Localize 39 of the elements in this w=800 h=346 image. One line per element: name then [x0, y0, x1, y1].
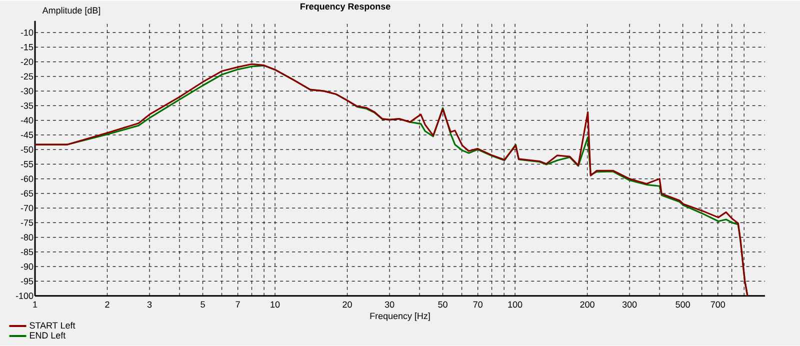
x-tick-label: 5 — [200, 301, 205, 308]
x-tick-label: 20 — [342, 301, 352, 308]
y-tick-label: -60 — [20, 176, 34, 182]
x-tick-label: 300 — [622, 301, 637, 308]
y-tick-label: -25 — [20, 73, 34, 80]
y-tick-label: -95 — [20, 278, 34, 284]
y-tick-label: -75 — [20, 220, 34, 226]
x-tick-label: 100 — [508, 301, 522, 308]
y-tick-label: -45 — [20, 132, 34, 138]
x-tick-label: 70 — [473, 301, 482, 308]
y-tick-label: -20 — [20, 58, 34, 66]
x-axis-title: Frequency [Hz] — [370, 312, 430, 321]
x-tick-label: 10 — [270, 301, 280, 308]
y-tick-label: -85 — [20, 248, 34, 256]
y-tick-label: -40 — [20, 117, 34, 124]
y-tick-label: -100 — [16, 292, 34, 300]
chart-title: Frequency Response — [300, 3, 390, 12]
y-axis-title: Amplitude [dB] — [42, 7, 100, 16]
y-tick-label: -50 — [20, 146, 34, 153]
y-tick-label: -10 — [20, 29, 34, 36]
x-tick-label: 500 — [676, 301, 690, 308]
y-tick-label: -80 — [20, 234, 34, 241]
x-tick-label: 7 — [236, 301, 240, 308]
x-tick-label: 2 — [105, 301, 110, 308]
y-tick-label: -35 — [20, 102, 34, 109]
x-tick-label: 200 — [580, 301, 594, 308]
x-tick-label: 700 — [710, 301, 726, 308]
y-tick-label: -90 — [20, 263, 34, 270]
x-tick-label: 3 — [147, 301, 152, 308]
y-tick-label: -70 — [20, 204, 34, 212]
legend-label: END Left — [30, 332, 66, 339]
x-tick-label: 30 — [384, 301, 394, 308]
y-tick-label: -15 — [20, 44, 34, 50]
x-tick-label: 1 — [33, 301, 38, 308]
y-tick-label: -55 — [20, 161, 34, 168]
x-tick-label: 50 — [438, 301, 448, 308]
y-tick-label: -65 — [20, 190, 34, 197]
y-tick-label: -30 — [20, 88, 34, 94]
legend-label: START Left — [30, 322, 76, 329]
